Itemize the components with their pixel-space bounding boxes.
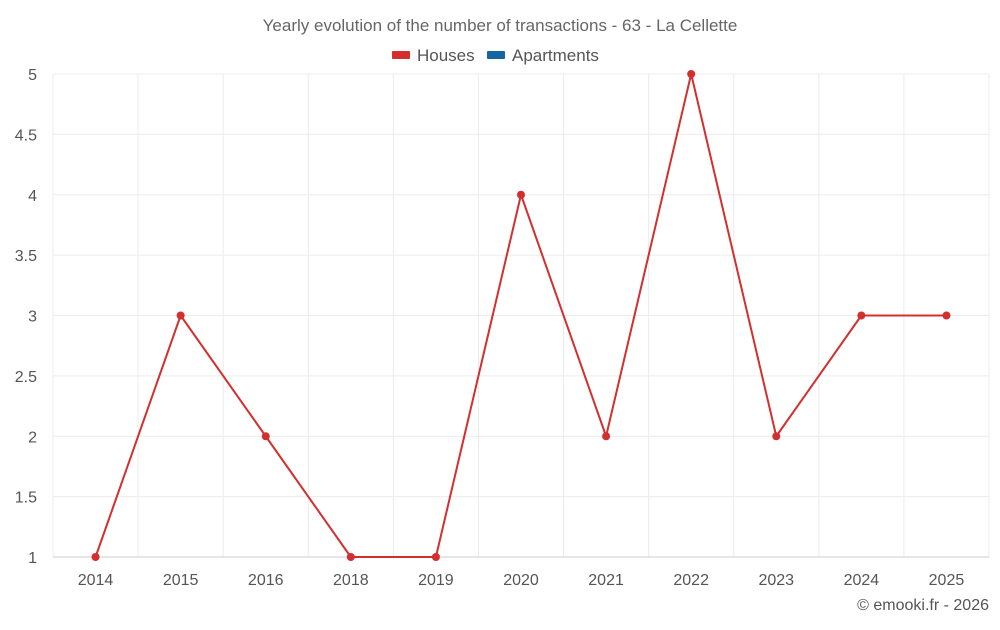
data-point-houses-2023[interactable] xyxy=(772,432,781,441)
data-point-houses-2016[interactable] xyxy=(261,432,270,441)
legend-swatch-apartments[interactable] xyxy=(487,51,505,59)
y-tick-label: 2.5 xyxy=(15,369,37,386)
data-point-houses-2015[interactable] xyxy=(176,311,185,320)
y-tick-label: 4 xyxy=(28,188,37,205)
x-tick-label: 2023 xyxy=(758,572,794,589)
data-point-houses-2020[interactable] xyxy=(517,190,525,199)
x-axis: 2014 2015 2016 2018 2019 2020 2021 2022 2023 2024… xyxy=(53,556,989,589)
data-point-houses-2018[interactable] xyxy=(346,553,355,561)
x-tick-label: 2019 xyxy=(418,572,454,589)
y-tick-label: 4.5 xyxy=(15,127,37,144)
data-point-houses-2025[interactable] xyxy=(942,311,951,320)
data-point-houses-2014[interactable] xyxy=(91,553,100,561)
y-axis: 1 1.5 2 2.5 3 3.5 4 4.5 5 xyxy=(15,67,37,567)
legend-label-apartments[interactable]: Apartments xyxy=(512,46,599,65)
y-tick-label: 3 xyxy=(28,309,37,326)
y-tick-label: 1.5 xyxy=(15,490,37,507)
data-point-houses-2021[interactable] xyxy=(602,432,611,441)
y-tick-label: 2 xyxy=(28,429,37,446)
x-tick-label: 2016 xyxy=(248,572,284,589)
x-tick-label: 2020 xyxy=(503,572,539,589)
data-point-houses-2024[interactable] xyxy=(857,311,866,320)
x-tick-label: 2015 xyxy=(163,572,199,589)
grid xyxy=(52,73,990,557)
x-tick-label: 2021 xyxy=(588,572,624,589)
y-tick-label: 5 xyxy=(28,67,37,84)
x-tick-label: 2022 xyxy=(673,572,709,589)
legend: Houses Apartments xyxy=(392,46,599,65)
series-layer xyxy=(91,70,951,561)
y-tick-label: 1 xyxy=(28,550,37,567)
chart-title: Yearly evolution of the number of transa… xyxy=(263,16,738,35)
data-point-houses-2019[interactable] xyxy=(431,553,440,561)
x-tick-label: 2024 xyxy=(844,572,880,589)
legend-swatch-houses[interactable] xyxy=(392,51,410,59)
data-point-houses-2022[interactable] xyxy=(687,70,696,78)
x-tick-label: 2014 xyxy=(78,572,114,589)
legend-label-houses[interactable]: Houses xyxy=(417,46,475,65)
y-tick-label: 3.5 xyxy=(15,248,37,265)
x-tick-label: 2025 xyxy=(929,572,965,589)
x-tick-label: 2018 xyxy=(333,572,369,589)
credit-text: © emooki.fr - 2026 xyxy=(857,597,989,614)
